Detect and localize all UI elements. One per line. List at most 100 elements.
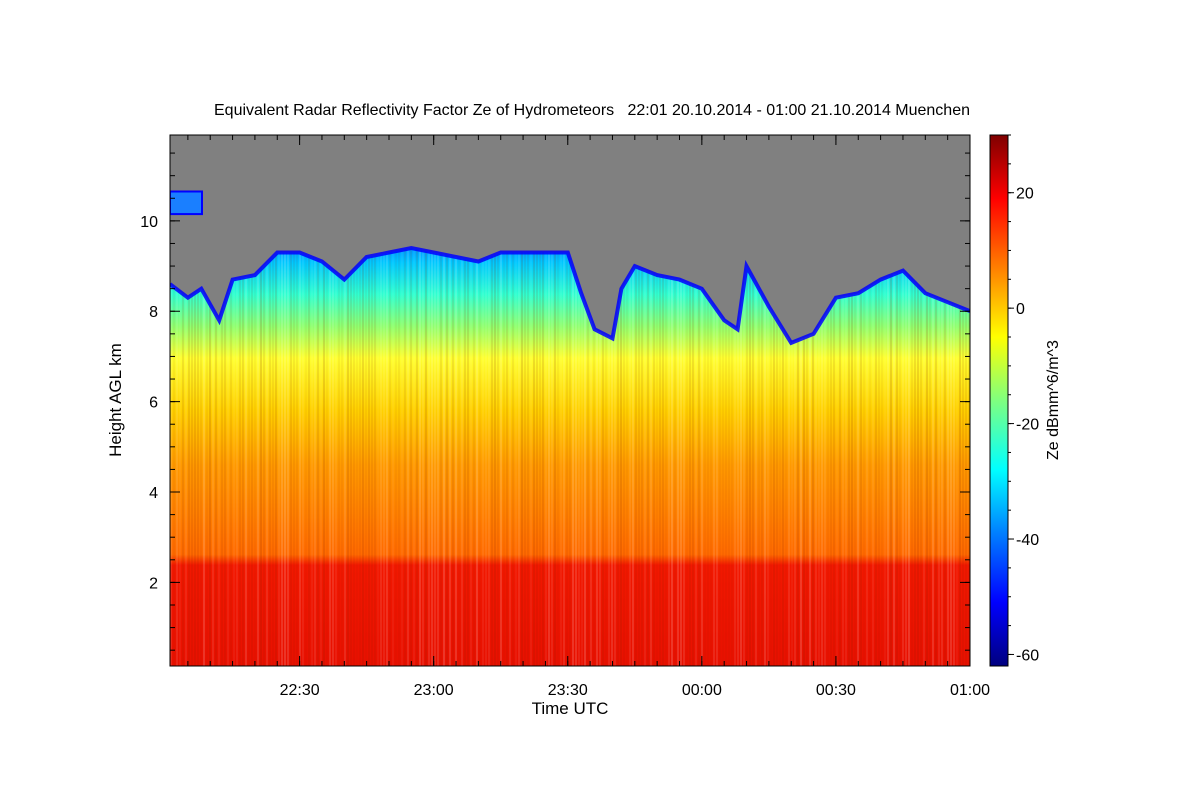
- texture-streak: [248, 248, 250, 666]
- texture-streak: [797, 248, 799, 666]
- texture-streak: [506, 248, 508, 666]
- texture-streak: [767, 248, 769, 666]
- texture-streak: [803, 248, 805, 666]
- texture-streak: [902, 248, 904, 666]
- texture-streak: [290, 248, 292, 666]
- texture-streak: [740, 248, 742, 666]
- texture-streak: [692, 248, 694, 666]
- texture-streak: [707, 248, 709, 666]
- texture-streak: [230, 248, 232, 666]
- texture-streak: [917, 248, 919, 666]
- texture-streak: [209, 248, 211, 666]
- texture-streak: [431, 248, 433, 666]
- texture-streak: [635, 248, 637, 666]
- texture-streak: [614, 248, 616, 666]
- texture-streak: [860, 248, 862, 666]
- texture-streak: [470, 248, 472, 666]
- y-tick-label: 4: [149, 485, 158, 502]
- texture-streak: [284, 248, 286, 666]
- texture-streak: [953, 248, 955, 666]
- colorbar-gradient: [989, 134, 1009, 667]
- texture-streak: [269, 248, 271, 666]
- texture-streak: [746, 248, 748, 666]
- texture-streak: [329, 248, 331, 666]
- texture-streak: [539, 248, 541, 666]
- texture-streak: [260, 248, 262, 666]
- texture-streak: [578, 248, 580, 666]
- texture-streak: [857, 248, 859, 666]
- texture-streak: [629, 248, 631, 666]
- texture-streak: [683, 248, 685, 666]
- texture-streak: [479, 248, 481, 666]
- texture-streak: [896, 248, 898, 666]
- texture-streak: [731, 248, 733, 666]
- texture-streak: [407, 248, 409, 666]
- texture-streak: [410, 248, 412, 666]
- texture-streak: [185, 248, 187, 666]
- texture-streak: [719, 248, 721, 666]
- texture-streak: [791, 248, 793, 666]
- y-tick-label: 8: [149, 304, 158, 321]
- texture-streak: [743, 248, 745, 666]
- texture-streak: [659, 248, 661, 666]
- texture-streak: [935, 248, 937, 666]
- texture-streak: [905, 248, 907, 666]
- texture-streak: [413, 248, 415, 666]
- texture-streak: [722, 248, 724, 666]
- texture-streak: [569, 248, 571, 666]
- x-axis: 22:30 23:00 23:30 00:00 00:30 01:00: [187, 135, 990, 699]
- texture-streak: [665, 248, 667, 666]
- texture-streak: [911, 248, 913, 666]
- texture-streak: [965, 248, 967, 666]
- texture-streak: [941, 248, 943, 666]
- texture-streak: [884, 248, 886, 666]
- texture-streak: [776, 248, 778, 666]
- texture-streak: [656, 248, 658, 666]
- texture-streak: [563, 248, 565, 666]
- plot-area: [170, 135, 970, 666]
- texture-streak: [362, 248, 364, 666]
- texture-streak: [899, 248, 901, 666]
- texture-streak: [287, 248, 289, 666]
- texture-streak: [671, 248, 673, 666]
- texture-streak: [590, 248, 592, 666]
- texture-streak: [704, 248, 706, 666]
- texture-streak: [755, 248, 757, 666]
- texture-streak: [914, 248, 916, 666]
- texture-streak: [482, 248, 484, 666]
- y-axis: 2 4 6 8 10: [140, 152, 970, 651]
- texture-streak: [809, 248, 811, 666]
- texture-streak: [383, 248, 385, 666]
- texture-streak: [668, 248, 670, 666]
- texture-streak: [929, 248, 931, 666]
- texture-streak: [785, 248, 787, 666]
- texture-streak: [845, 248, 847, 666]
- texture-streak: [701, 248, 703, 666]
- texture-streak: [950, 248, 952, 666]
- texture-streak: [968, 248, 970, 666]
- texture-streak: [647, 248, 649, 666]
- y-tick-label: 2: [149, 575, 158, 592]
- texture-streak: [782, 248, 784, 666]
- texture-streak: [542, 248, 544, 666]
- texture-streak: [770, 248, 772, 666]
- texture-streak: [764, 248, 766, 666]
- texture-streak: [515, 248, 517, 666]
- texture-streak: [851, 248, 853, 666]
- texture-streak: [698, 248, 700, 666]
- texture-streak: [821, 248, 823, 666]
- texture-streak: [956, 248, 958, 666]
- x-tick-label: 23:30: [548, 682, 588, 699]
- cloud-top-outline: [170, 245, 970, 346]
- texture-streak: [194, 248, 196, 666]
- texture-streak: [554, 248, 556, 666]
- texture-streak: [452, 248, 454, 666]
- texture-streak: [338, 248, 340, 666]
- texture-streak: [245, 248, 247, 666]
- texture-streak: [371, 248, 373, 666]
- texture-streak: [359, 248, 361, 666]
- texture-streak: [644, 248, 646, 666]
- texture-streak: [200, 248, 202, 666]
- texture-streak: [572, 248, 574, 666]
- texture-streak: [443, 248, 445, 666]
